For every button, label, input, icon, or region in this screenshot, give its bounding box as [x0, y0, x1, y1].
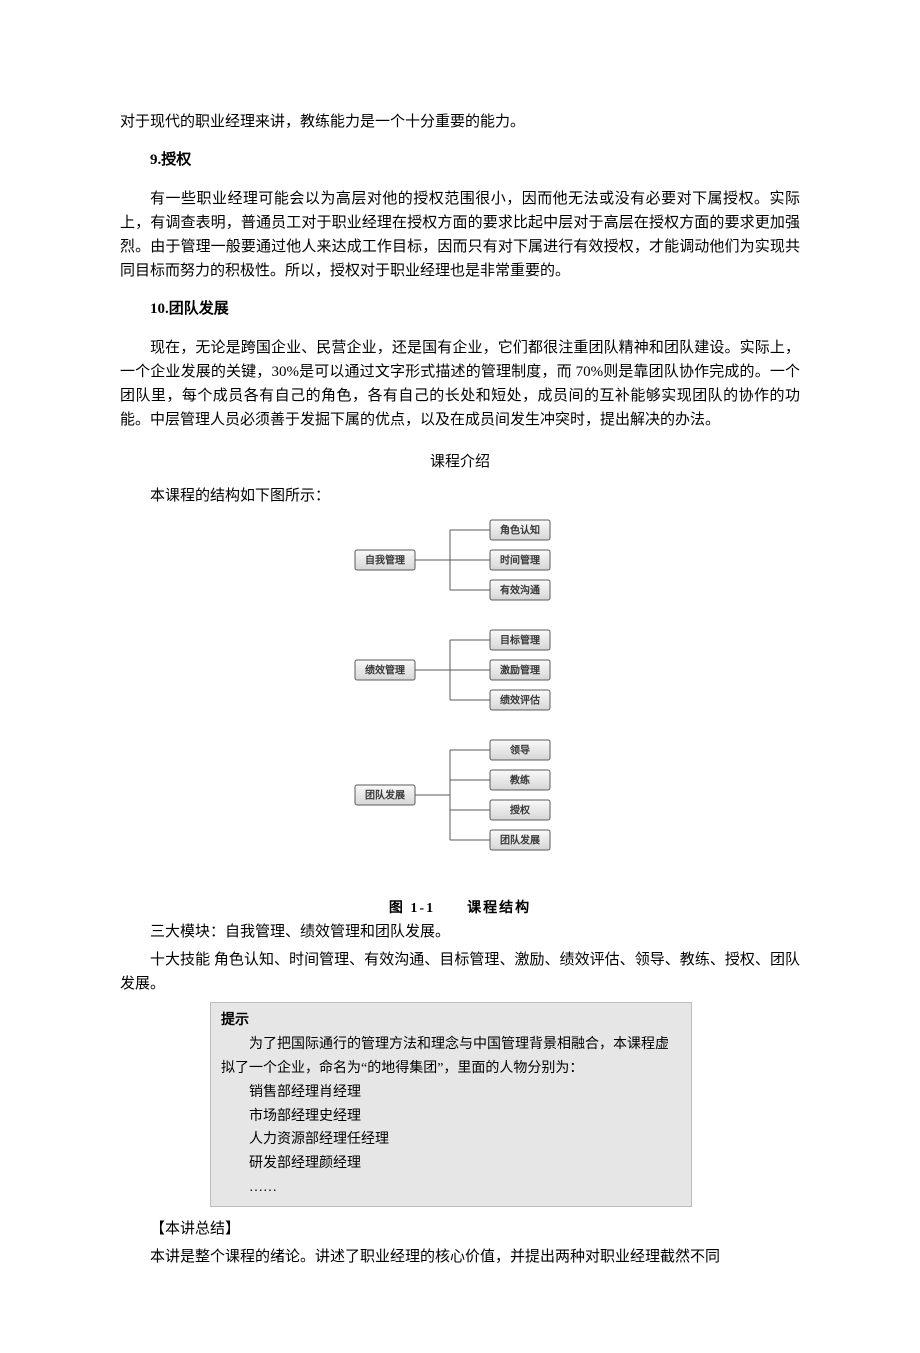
post-figure-line-1: 三大模块：自我管理、绩效管理和团队发展。 — [120, 920, 800, 944]
svg-text:授权: 授权 — [510, 803, 531, 816]
section-heading-9: 9.授权 — [120, 148, 800, 172]
tip-list-item: 市场部经理史经理 — [221, 1105, 681, 1129]
post-figure-line-2: 十大技能 角色认知、时间管理、有效沟通、目标管理、激励、绩效评估、领导、教练、授… — [120, 948, 800, 996]
section-10-paragraph: 现在，无论是跨国企业、民营企业，还是国有企业，它们都很注重团队精神和团队建设。实… — [120, 336, 800, 432]
tree-diagram: 自我管理 角色认知 时间管理 有效沟通 绩效管理 目标管理 激励管理 绩效评估 — [245, 516, 675, 896]
summary-body: 本讲是整个课程的绪论。讲述了职业经理的核心价值，并提出两种对职业经理截然不同 — [120, 1245, 800, 1269]
svg-text:领导: 领导 — [510, 743, 530, 756]
svg-text:激励管理: 激励管理 — [500, 663, 540, 676]
svg-text:时间管理: 时间管理 — [500, 553, 540, 566]
course-intro: 本课程的结构如下图所示： — [120, 484, 800, 508]
svg-text:团队发展: 团队发展 — [365, 788, 405, 801]
svg-text:有效沟通: 有效沟通 — [500, 583, 540, 596]
svg-text:教练: 教练 — [509, 773, 530, 786]
svg-text:绩效评估: 绩效评估 — [500, 693, 540, 706]
section-heading-10: 10.团队发展 — [120, 297, 800, 321]
svg-text:自我管理: 自我管理 — [365, 553, 405, 566]
intro-paragraph: 对于现代的职业经理来讲，教练能力是一个十分重要的能力。 — [120, 110, 800, 134]
section-9-paragraph: 有一些职业经理可能会以为高层对他的授权范围很小，因而他无法或没有必要对下属授权。… — [120, 187, 800, 283]
tip-list-item: …… — [221, 1176, 681, 1200]
tip-box: 提示 为了把国际通行的管理方法和理念与中国管理背景相融合，本课程虚拟了一个企业，… — [210, 1002, 692, 1206]
svg-text:角色认知: 角色认知 — [500, 523, 540, 536]
course-section-title: 课程介绍 — [120, 450, 800, 474]
tip-list-item: 人力资源部经理任经理 — [221, 1128, 681, 1152]
svg-text:团队发展: 团队发展 — [500, 833, 540, 846]
tip-title: 提示 — [221, 1009, 681, 1033]
svg-text:绩效管理: 绩效管理 — [365, 663, 405, 676]
tip-list-item: 研发部经理颜经理 — [221, 1152, 681, 1176]
summary-heading: 【本讲总结】 — [120, 1217, 800, 1241]
tip-list-item: 销售部经理肖经理 — [221, 1081, 681, 1105]
document-page: 对于现代的职业经理来讲，教练能力是一个十分重要的能力。 9.授权 有一些职业经理… — [0, 0, 920, 1353]
tip-body: 为了把国际通行的管理方法和理念与中国管理背景相融合，本课程虚拟了一个企业，命名为… — [221, 1033, 681, 1081]
svg-text:目标管理: 目标管理 — [500, 633, 540, 646]
figure-caption: 图 1-1 课程结构 — [245, 898, 675, 920]
figure-course-structure: 自我管理 角色认知 时间管理 有效沟通 绩效管理 目标管理 激励管理 绩效评估 — [245, 516, 675, 920]
